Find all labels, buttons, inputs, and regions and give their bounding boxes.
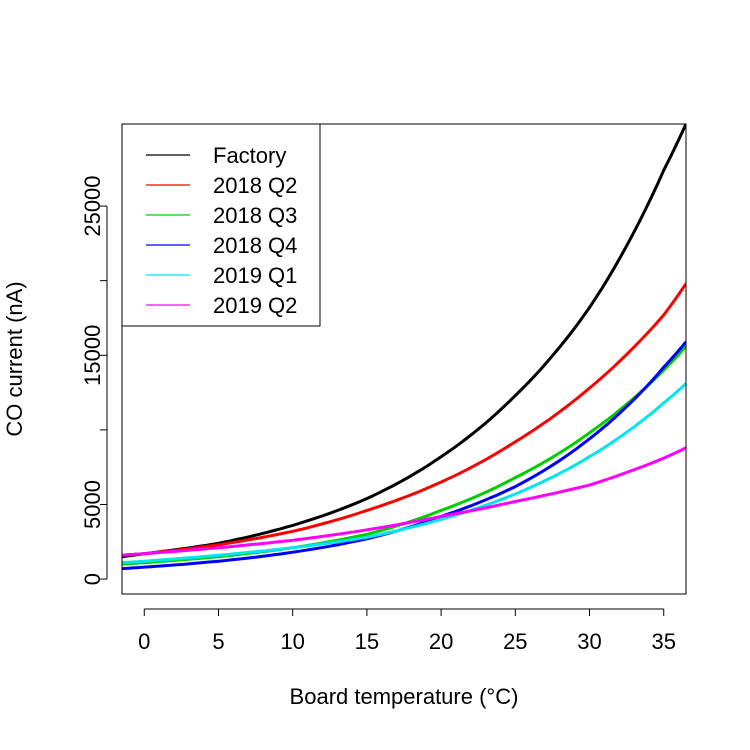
legend-label: 2018 Q3 (213, 203, 297, 228)
y-axis-label: CO current (nA) (2, 281, 27, 436)
y-tick-label: 5000 (80, 480, 105, 529)
x-tick-label: 0 (138, 629, 150, 654)
series-layer (122, 124, 686, 571)
x-tick-label: 20 (429, 629, 453, 654)
x-tick-label: 25 (503, 629, 527, 654)
x-tick-label: 5 (212, 629, 224, 654)
y-tick-label: 25000 (80, 175, 105, 236)
legend-box (121, 123, 321, 327)
x-tick-label: 30 (577, 629, 601, 654)
y-tick-label: 0 (80, 573, 105, 585)
series-line-2019-q2 (122, 446, 686, 557)
x-tick-label: 35 (651, 629, 675, 654)
y-axis: 0 5000 15000 25000 (80, 175, 108, 585)
legend-label: 2018 Q4 (213, 233, 297, 258)
x-axis-label: Board temperature (°C) (290, 684, 519, 709)
plot-frame (121, 123, 687, 595)
x-tick-label: 15 (355, 629, 379, 654)
y-tick-label: 15000 (80, 325, 105, 386)
x-axis: 0 5 10 15 20 25 30 35 (138, 608, 676, 654)
legend-label: 2018 Q2 (213, 173, 297, 198)
legend: Factory 2018 Q2 2018 Q3 2018 Q4 2019 Q1 2019 … (121, 123, 321, 327)
series-line-2019-q1 (122, 382, 686, 565)
legend-label: Factory (213, 143, 286, 168)
legend-label: 2019 Q2 (213, 293, 297, 318)
x-tick-label: 10 (280, 629, 304, 654)
legend-label: 2019 Q1 (213, 263, 297, 288)
